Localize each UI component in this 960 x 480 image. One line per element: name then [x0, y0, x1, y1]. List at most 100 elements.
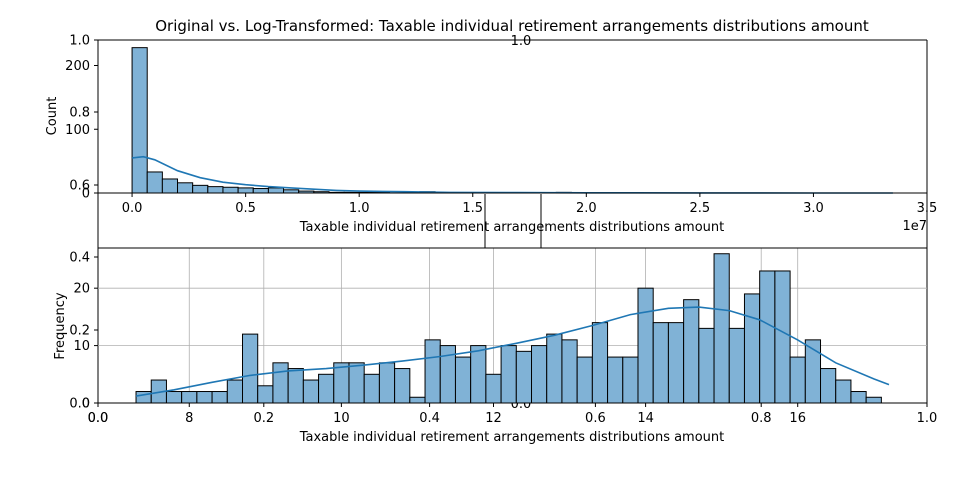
bottom-bars [135, 253, 882, 404]
bottom-bar [789, 356, 806, 404]
top-y-tick-label: 0 [82, 187, 90, 202]
bottom-bar [865, 396, 882, 404]
bottom-bar [211, 391, 228, 404]
overlay-top-y-ticks: 0.6 0.8 1.0 [69, 34, 98, 194]
top-bar [252, 188, 269, 194]
bottom-y-tick-label: 20 [73, 282, 90, 297]
bottom-y-axis-label: Frequency [53, 292, 68, 359]
overlay-bottom-y-tick-label: 0.2 [69, 324, 90, 339]
bottom-bar [743, 293, 761, 404]
bottom-bar [561, 339, 578, 404]
bottom-x-axis-label: Taxable individual retirement arrangemen… [299, 430, 725, 445]
top-bar [146, 171, 163, 194]
bottom-bar [774, 270, 791, 404]
top-bar [222, 186, 239, 194]
bottom-x-tick-label: 10 [333, 411, 350, 426]
overlay-bottom-x-tick-label: 1.0 [917, 411, 938, 426]
top-bar [267, 187, 285, 194]
bottom-bar [607, 356, 624, 404]
bottom-x-tick-label: 14 [637, 411, 654, 426]
bottom-bar [287, 368, 304, 404]
bottom-bar [318, 373, 335, 404]
bottom-bar [363, 373, 380, 404]
top-y-tick-label: 200 [65, 59, 90, 74]
bottom-bar [333, 362, 350, 404]
bottom-bar [835, 379, 852, 404]
top-x-ticks: 0.0 0.5 1.0 1.5 2.0 2.5 3.0 3.5 [98, 192, 938, 216]
overlay-top-y-tick-label: 1.0 [69, 34, 90, 49]
top-x-tick-label: 3.0 [803, 201, 824, 216]
top-x-tick-label: 1.0 [349, 201, 370, 216]
bottom-bar [531, 345, 548, 404]
overlay-bottom-x-tick-label: 0.6 [585, 411, 606, 426]
overlay-top-y-tick-label: 0.6 [69, 179, 90, 194]
top-bars [131, 47, 572, 194]
bottom-x-ticks: 8 10 12 14 16 [98, 247, 927, 426]
bottom-bar [181, 391, 198, 404]
top-bar [131, 47, 148, 194]
bottom-bar [759, 270, 776, 404]
bottom-bar [576, 356, 593, 404]
top-x-tick-label: 0.5 [235, 201, 256, 216]
overlay-top-center-tick: 1.0 [511, 34, 532, 49]
top-y-axis-label: Count [45, 97, 60, 136]
overlay-bottom-x-ticks: 0.0 0.2 0.4 0.6 0.8 1.0 [88, 403, 938, 426]
bottom-bar [424, 339, 441, 404]
top-bar [161, 178, 179, 194]
bottom-bar [683, 299, 700, 404]
top-bar [237, 187, 254, 194]
top-x-scale-label: 1e7 [902, 219, 927, 234]
top-x-tick-label: 2.5 [690, 201, 711, 216]
bottom-bar [637, 287, 654, 404]
top-bar [192, 184, 209, 194]
bottom-bar [348, 362, 365, 404]
overlay-bottom-x-tick-label: 0.4 [419, 411, 440, 426]
bottom-bar [226, 379, 244, 404]
bottom-bar [409, 396, 426, 404]
bottom-y-tick-label: 10 [73, 339, 90, 354]
bottom-bar [728, 327, 745, 404]
overlay-bottom-x-tick-label: 0.8 [751, 411, 772, 426]
bottom-bar [165, 391, 183, 404]
top-y-ticks: 0 100 200 [65, 59, 98, 202]
bottom-bar [850, 391, 867, 404]
bottom-bar [591, 322, 609, 404]
overlay-bottom-y-tick-label: 0.0 [69, 397, 90, 412]
bottom-bar [500, 345, 517, 404]
bottom-bar [713, 253, 730, 404]
bottom-bar [272, 362, 289, 404]
overlay-bottom-y-tick-label: 0.4 [69, 251, 90, 266]
bottom-mid-stray-tick: 0.0 [88, 411, 109, 426]
bottom-histogram: 8 10 12 14 16 0 10 20 0.0 Taxable individual r… [53, 247, 927, 445]
overlay-bottom-y-ticks: 0.0 0.2 0.4 [69, 251, 98, 412]
bottom-y-ticks: 0 10 20 [73, 282, 98, 412]
top-x-tick-label: 1.5 [462, 201, 483, 216]
overlay-bottom-x-tick-label: 0.0 [88, 411, 109, 426]
overlay-axes: 1.0 0.0 0.6 0.8 1.0 0.0 0.2 0.4 0.0 0.2 0.4 0.6… [69, 34, 937, 427]
bottom-bar [546, 333, 563, 404]
bottom-bar [515, 350, 533, 404]
top-x-tick-label: 2.0 [576, 201, 597, 216]
top-y-tick-label: 100 [65, 123, 90, 138]
bottom-bar [196, 391, 213, 404]
top-bar [207, 186, 224, 194]
top-x-tick-label: 0.0 [122, 201, 143, 216]
top-bar [177, 182, 194, 194]
bottom-bar [622, 356, 639, 404]
bottom-x-tick-label: 12 [485, 411, 502, 426]
bottom-bar [257, 385, 274, 404]
bottom-kde-curve [135, 306, 890, 397]
top-x-tick-label: 3.5 [917, 201, 938, 216]
bottom-bar [242, 333, 259, 404]
bottom-bar [667, 322, 685, 404]
bottom-bar [652, 322, 669, 404]
overlay-bottom-x-tick-label: 0.2 [253, 411, 274, 426]
bottom-bar [698, 327, 715, 404]
bottom-bar [302, 379, 320, 404]
bottom-bar [820, 368, 837, 404]
bottom-bar [378, 362, 396, 404]
top-histogram: 0.0 0.5 1.0 1.5 2.0 2.5 3.0 3.5 0 100 200 1e7 Tax… [45, 47, 938, 235]
bottom-bar [470, 345, 487, 404]
chart-title: Original vs. Log-Transformed: Taxable in… [155, 17, 869, 35]
